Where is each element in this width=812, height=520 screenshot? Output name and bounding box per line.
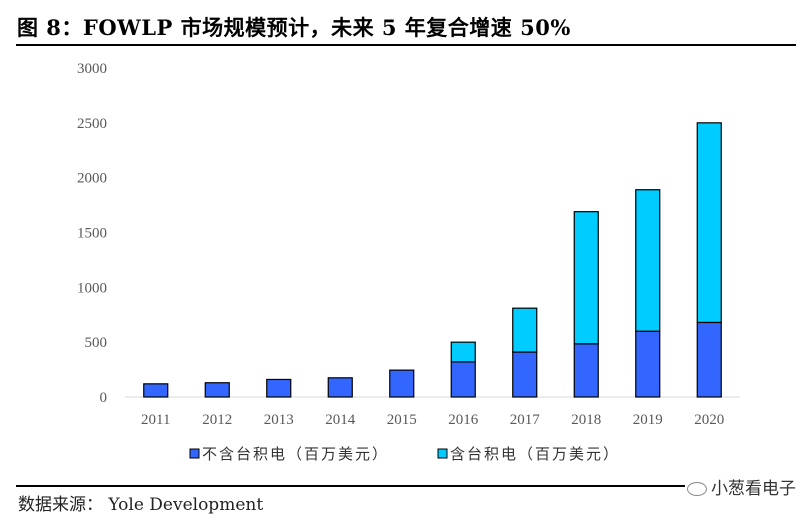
legend-label-0: 不含台积电（百万美元） <box>202 445 389 463</box>
x-tick-label: 2015 <box>387 412 417 428</box>
x-tick-label: 2017 <box>510 412 541 428</box>
bar-excl-tsmc-2016 <box>450 361 476 398</box>
x-tick-label: 2014 <box>325 412 356 428</box>
legend-swatch-0 <box>189 448 200 459</box>
wechat-icon <box>687 482 707 496</box>
y-axis: 0 500 1000 1500 2000 2500 3000 <box>77 61 107 406</box>
figure-title: 图 8：FOWLP 市场规模预计，未来 5 年复合增速 50% <box>17 15 571 40</box>
y-tick-label: 500 <box>85 335 108 351</box>
bar-excl-tsmc-2014 <box>327 377 353 398</box>
y-tick-label: 1500 <box>77 226 107 242</box>
bar-excl-tsmc-2017 <box>512 351 538 398</box>
source-note: 数据来源： Yole Development <box>18 495 264 515</box>
bar-incl-tsmc-2020 <box>696 122 722 324</box>
x-tick-label: 2016 <box>448 412 479 428</box>
bar-incl-tsmc-2017 <box>512 307 538 353</box>
y-tick-label: 0 <box>100 390 108 406</box>
y-tick-label: 2000 <box>77 171 107 187</box>
y-tick-label: 2500 <box>77 116 107 132</box>
bar-excl-tsmc-2018 <box>573 343 599 398</box>
legend-swatch-1 <box>437 448 448 459</box>
bar-excl-tsmc-2020 <box>696 321 722 398</box>
title-underline <box>16 44 796 46</box>
watermark-text: 小葱看电子 <box>711 479 796 499</box>
bar-excl-tsmc-2019 <box>635 330 661 398</box>
bar-excl-tsmc-2012 <box>204 382 230 398</box>
x-tick-label: 2011 <box>141 412 170 428</box>
source-rule <box>16 485 796 487</box>
x-tick-label: 2012 <box>202 412 232 428</box>
x-tick-label: 2013 <box>264 412 294 428</box>
bar-excl-tsmc-2015 <box>389 369 415 398</box>
y-tick-label: 1000 <box>77 280 107 296</box>
bar-incl-tsmc-2018 <box>573 211 599 345</box>
watermark: 小葱看电子 <box>685 474 798 499</box>
bar-incl-tsmc-2019 <box>635 189 661 332</box>
bars <box>143 122 722 398</box>
x-tick-label: 2019 <box>633 412 663 428</box>
legend-label-1: 含台积电（百万美元） <box>450 445 620 463</box>
x-tick-label: 2018 <box>571 412 601 428</box>
bar-excl-tsmc-2011 <box>143 383 169 398</box>
bar-excl-tsmc-2013 <box>266 378 292 398</box>
bar-incl-tsmc-2016 <box>450 341 476 363</box>
x-axis: 2011 2012 2013 2014 2015 2016 2017 2018 2019 2020 <box>141 412 724 428</box>
x-tick-label: 2020 <box>694 412 724 428</box>
y-tick-label: 3000 <box>77 61 107 77</box>
legend: 不含台积电（百万美元） 含台积电（百万美元） <box>189 445 620 463</box>
